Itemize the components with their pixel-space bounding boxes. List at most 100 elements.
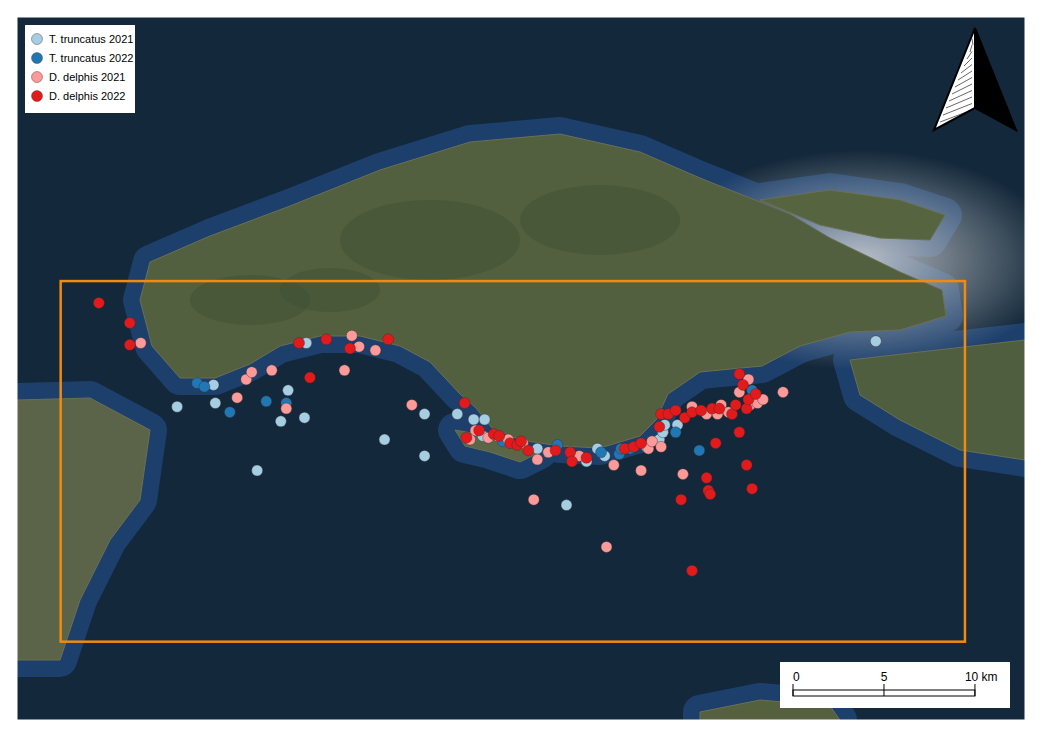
scale-tick	[974, 684, 975, 696]
sighting-point	[687, 565, 698, 576]
relief	[520, 185, 680, 255]
sighting-point	[677, 469, 688, 480]
legend-marker	[32, 53, 43, 64]
sighting-point	[275, 416, 286, 427]
legend-label: T. truncatus 2022	[49, 52, 133, 64]
sighting-point	[199, 381, 210, 392]
legend-box	[25, 25, 135, 113]
scale-bar-box	[780, 662, 1010, 708]
sighting-point	[474, 425, 485, 436]
legend-label: D. delphis 2021	[49, 71, 125, 83]
legend-marker	[32, 72, 43, 83]
sighting-point	[636, 438, 647, 449]
sighting-point	[550, 445, 561, 456]
sighting-point	[283, 385, 294, 396]
legend-label: T. truncatus 2021	[49, 33, 133, 45]
relief	[280, 268, 380, 312]
study-area	[61, 281, 965, 642]
legend-marker	[32, 34, 43, 45]
land	[850, 340, 1025, 460]
sighting-point	[516, 436, 527, 447]
sighting-point	[224, 407, 235, 418]
sighting-point	[676, 494, 687, 505]
north-arrow	[934, 28, 1016, 130]
sighting-point	[304, 372, 315, 383]
scale-bar: 0 5 10 km	[780, 662, 1010, 708]
sighting-point	[528, 494, 539, 505]
legend-label: D. delphis 2022	[49, 90, 125, 102]
sighting-point	[346, 330, 357, 341]
sighting-point	[124, 339, 135, 350]
sighting-point	[135, 338, 146, 349]
sighting-point	[339, 365, 350, 376]
legend: T. truncatus 2021 T. truncatus 2022 D. del…	[25, 25, 135, 113]
sighting-point	[124, 317, 135, 328]
sighting-point	[479, 414, 490, 425]
sighting-point	[532, 454, 543, 465]
sighting-point	[734, 427, 745, 438]
sighting-point	[701, 472, 712, 483]
sighting-point	[419, 450, 430, 461]
sighting-point	[710, 438, 721, 449]
sighting-point	[252, 465, 263, 476]
sighting-point	[636, 465, 647, 476]
sighting-point	[266, 365, 277, 376]
land	[140, 134, 946, 448]
sighting-point	[734, 368, 745, 379]
sighting-point	[406, 399, 417, 410]
land	[455, 430, 540, 462]
sighting-point	[656, 441, 667, 452]
sighting-point	[601, 541, 612, 552]
map-frame	[17, 17, 1025, 720]
sighting-point	[561, 500, 572, 511]
sighting-point	[705, 489, 716, 500]
sighting-point	[294, 338, 305, 349]
legend-marker	[32, 91, 43, 102]
shallow-water	[850, 340, 1025, 460]
sighting-point	[694, 445, 705, 456]
sighting-point	[581, 452, 592, 463]
sighting-point	[468, 414, 479, 425]
sighting-point	[172, 401, 183, 412]
sighting-point	[232, 392, 243, 403]
sighting-point	[778, 387, 789, 398]
sighting-point	[461, 432, 472, 443]
scale-label: 10 km	[965, 670, 998, 684]
sighting-point	[93, 297, 104, 308]
scale-label: 5	[881, 670, 888, 684]
sighting-point	[494, 430, 505, 441]
sighting-point	[737, 379, 748, 390]
sighting-point	[670, 427, 681, 438]
sighting-point	[523, 445, 534, 456]
sighting-point	[608, 460, 619, 471]
sighting-point	[730, 399, 741, 410]
scale-tick	[883, 684, 884, 696]
relief	[340, 200, 520, 280]
sighting-point	[750, 388, 761, 399]
sighting-point	[670, 405, 681, 416]
shallow-water	[17, 398, 150, 660]
sighting-point	[281, 403, 292, 414]
sighting-point	[870, 336, 881, 347]
scale-tick	[793, 684, 794, 696]
sighting-point	[299, 412, 310, 423]
sighting-point	[459, 398, 470, 409]
sighting-point	[344, 343, 355, 354]
map: T. truncatus 2021 T. truncatus 2022 D. del…	[0, 0, 1042, 738]
sighting-point	[714, 403, 725, 414]
sighting-point	[246, 367, 257, 378]
scale-label: 0	[793, 670, 800, 684]
sea	[17, 17, 1025, 720]
sighting-point	[696, 405, 707, 416]
sighting-point	[370, 345, 381, 356]
sighting-point	[383, 334, 394, 345]
sighting-point	[747, 483, 758, 494]
sighting-point	[379, 434, 390, 445]
sighting-point	[419, 409, 430, 420]
sighting-point	[566, 456, 577, 467]
sighting-point	[261, 396, 272, 407]
land	[17, 398, 150, 660]
sighting-point	[452, 409, 463, 420]
sighting-point	[321, 334, 332, 345]
land	[760, 190, 945, 240]
